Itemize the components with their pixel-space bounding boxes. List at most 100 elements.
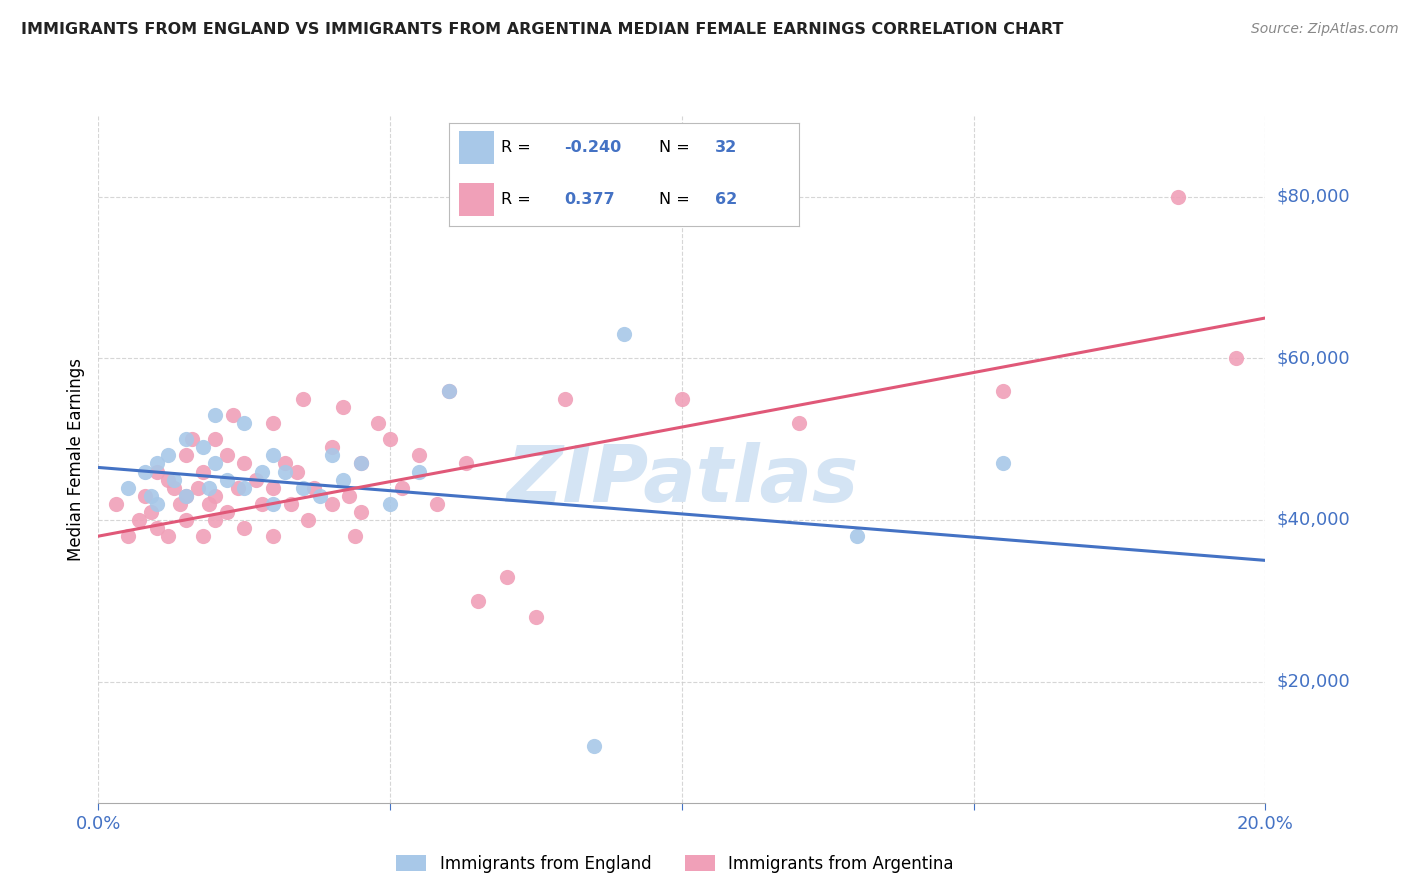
Point [233,521,256,535]
Point [204,408,226,422]
Point [262,448,284,462]
Point [245,473,267,487]
Point [391,481,413,495]
Point [169,497,191,511]
Point [671,392,693,406]
Point [139,505,162,519]
Point [350,457,373,471]
Point [198,497,221,511]
Point [174,513,197,527]
Point [612,327,634,342]
Point [204,489,226,503]
Text: Source: ZipAtlas.com: Source: ZipAtlas.com [1251,22,1399,37]
Point [221,408,243,422]
Point [309,489,332,503]
Point [193,529,215,543]
Point [291,392,314,406]
Point [454,457,477,471]
Point [233,416,256,430]
Point [128,513,150,527]
Point [467,594,489,608]
Point [262,481,284,495]
Point [554,392,576,406]
Point [157,529,180,543]
Point [204,513,226,527]
Point [174,489,197,503]
Point [408,448,430,462]
Text: IMMIGRANTS FROM ENGLAND VS IMMIGRANTS FROM ARGENTINA MEDIAN FEMALE EARNINGS CORR: IMMIGRANTS FROM ENGLAND VS IMMIGRANTS FR… [21,22,1063,37]
Point [215,473,238,487]
Point [198,481,221,495]
Point [321,497,343,511]
Point [193,465,215,479]
Point [233,457,256,471]
Point [1167,190,1189,204]
Point [134,465,156,479]
Point [524,610,547,624]
Point [367,416,389,430]
Point [332,400,354,414]
Point [495,569,517,583]
Point [332,473,354,487]
Point [991,457,1014,471]
Point [437,384,460,398]
Point [215,505,238,519]
Point [262,529,284,543]
Point [583,739,606,754]
Point [378,432,402,446]
Point [378,497,402,511]
Point [117,481,139,495]
Point [280,497,302,511]
Point [250,465,273,479]
Text: $80,000: $80,000 [1277,187,1350,206]
Point [146,457,169,471]
Point [350,505,373,519]
Text: $20,000: $20,000 [1277,673,1350,690]
Text: $40,000: $40,000 [1277,511,1350,529]
Point [157,473,180,487]
Point [250,497,273,511]
Point [262,416,284,430]
Point [174,448,197,462]
Point [193,440,215,454]
Legend: Immigrants from England, Immigrants from Argentina: Immigrants from England, Immigrants from… [389,848,960,880]
Point [139,489,162,503]
Point [157,448,180,462]
Point [180,432,202,446]
Point [187,481,209,495]
Point [787,416,810,430]
Point [262,497,284,511]
Point [285,465,308,479]
Point [146,521,169,535]
Point [991,384,1014,398]
Point [163,481,186,495]
Point [350,457,373,471]
Point [204,457,226,471]
Point [204,432,226,446]
Point [321,448,343,462]
Point [134,489,156,503]
Point [344,529,367,543]
Point [233,481,256,495]
Point [304,481,326,495]
Point [437,384,460,398]
Point [117,529,139,543]
Text: ZIPatlas: ZIPatlas [506,442,858,518]
Point [337,489,360,503]
Point [297,513,319,527]
Point [274,465,297,479]
Point [215,448,238,462]
Point [104,497,127,511]
Point [845,529,868,543]
Point [321,440,343,454]
Point [174,489,197,503]
Point [163,473,186,487]
Y-axis label: Median Female Earnings: Median Female Earnings [66,358,84,561]
Point [426,497,449,511]
Point [174,432,197,446]
Text: $60,000: $60,000 [1277,350,1350,368]
Point [146,465,169,479]
Point [1225,351,1247,366]
Point [274,457,297,471]
Point [408,465,430,479]
